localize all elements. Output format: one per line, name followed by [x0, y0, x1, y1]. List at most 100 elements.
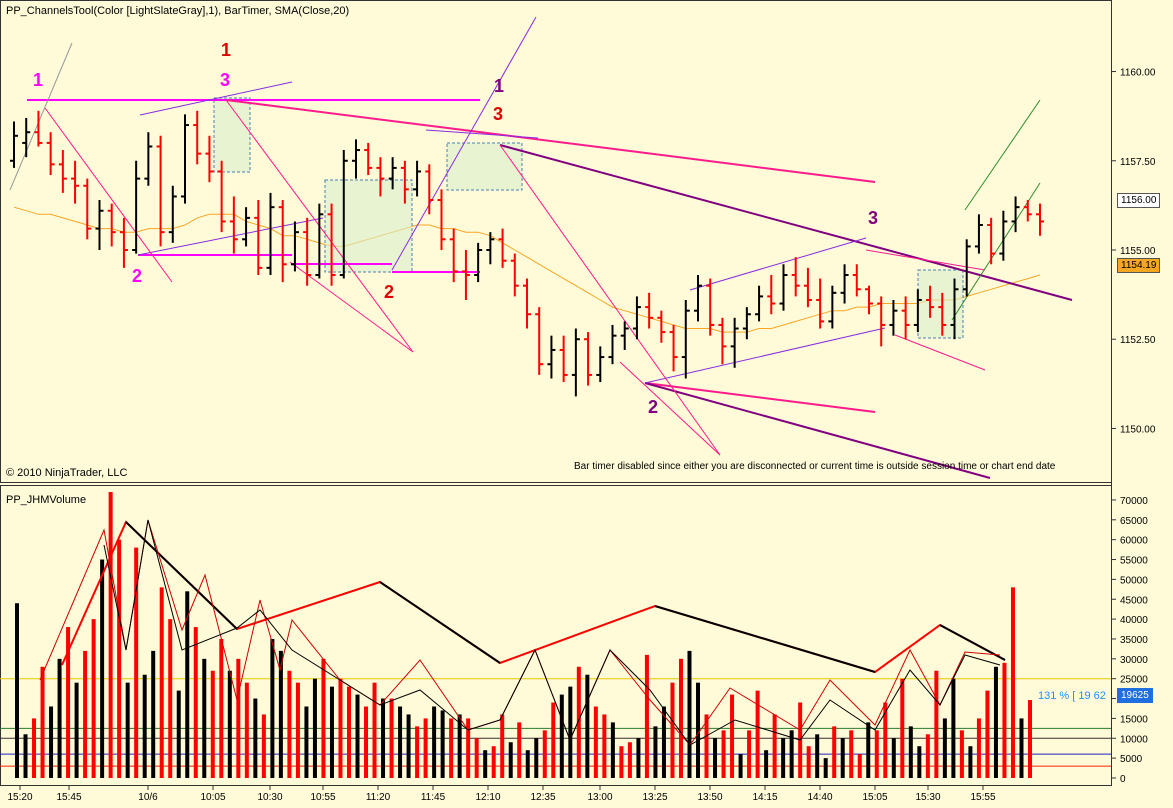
- volume-bar: [83, 650, 88, 778]
- volume-bar: [678, 658, 683, 778]
- volume-bar: [883, 702, 888, 778]
- wave-label: 2: [384, 282, 395, 302]
- volume-bar: [525, 750, 530, 778]
- volume-tick-label: 50000: [1120, 575, 1148, 586]
- downtrend-line-purple: [499, 144, 1073, 301]
- channel-line-f: [689, 237, 867, 291]
- volume-tick-label: 70000: [1120, 496, 1148, 507]
- wave-label: 3: [868, 208, 879, 228]
- wave-label: 3: [493, 104, 504, 124]
- price-panel-title: PP_ChannelsTool(Color [LightSlateGray],1…: [6, 5, 350, 17]
- volume-zigzag-black-1: [125, 521, 238, 630]
- volume-bar: [517, 722, 522, 778]
- volume-bar: [278, 650, 283, 778]
- wave-label: 1: [494, 76, 505, 96]
- channel-line-e: [644, 327, 886, 384]
- time-tick-label: 13:50: [697, 792, 722, 803]
- volume-bar: [100, 559, 105, 778]
- volume-bar: [738, 754, 743, 778]
- copyright-text: © 2010 NinjaTrader, LLC: [6, 467, 128, 479]
- volume-bar: [15, 603, 19, 778]
- volume-bar: [1028, 700, 1032, 778]
- volume-bar: [644, 654, 649, 778]
- wave-label: 1: [33, 70, 44, 90]
- fan-line-d: [499, 144, 721, 456]
- volume-tick-label: 35000: [1120, 635, 1148, 646]
- volume-bar: [312, 678, 317, 778]
- volume-bar: [891, 738, 896, 778]
- consolidation-box: [213, 97, 251, 173]
- volume-bar: [117, 539, 122, 778]
- sma-price-tag: 1154.19: [1117, 258, 1161, 273]
- time-tick-label: 15:05: [862, 792, 887, 803]
- volume-bar: [721, 730, 726, 778]
- volume-bar: [917, 746, 922, 778]
- channel-line-b: [139, 81, 293, 116]
- volume-bar: [389, 698, 394, 778]
- volume-bar: [449, 718, 454, 778]
- volume-bar: [406, 714, 411, 778]
- volume-bar: [568, 686, 573, 778]
- time-tick-label: 10:05: [200, 792, 225, 803]
- volume-bar: [176, 690, 181, 778]
- volume-bar: [355, 694, 360, 778]
- volume-bar: [483, 750, 488, 778]
- volume-bar: [942, 718, 947, 778]
- volume-bar: [593, 706, 598, 778]
- volume-bar: [832, 726, 837, 778]
- time-tick-label: 15:30: [915, 792, 940, 803]
- volume-tick-label: 65000: [1120, 516, 1148, 527]
- volume-bar: [951, 678, 956, 778]
- volume-bar: [959, 730, 964, 778]
- fan-line-f: [865, 249, 986, 271]
- volume-bar: [993, 666, 998, 778]
- volume-zigzag-black-2: [379, 581, 501, 664]
- volume-bar: [321, 658, 326, 778]
- volume-bar: [653, 726, 658, 778]
- volume-bar: [670, 682, 675, 778]
- time-tick-label: 10/6: [138, 792, 158, 803]
- volume-bar: [534, 738, 539, 778]
- fan-line-g: [894, 334, 986, 371]
- volume-bar: [270, 638, 275, 778]
- fan-line-a: [44, 107, 173, 283]
- volume-bar: [619, 746, 624, 778]
- volume-bar: [755, 690, 760, 778]
- volume-bar: [151, 650, 156, 778]
- consolidation-box: [324, 179, 413, 273]
- volume-bar: [236, 658, 241, 778]
- fan-line-e: [619, 361, 721, 456]
- volume-bar: [866, 722, 871, 778]
- volume-bar: [781, 738, 786, 778]
- volume-bar: [687, 650, 692, 778]
- price-tick-label: 1160.00: [1120, 68, 1156, 79]
- volume-tick-label: 0: [1120, 774, 1126, 785]
- volume-bar: [474, 738, 479, 778]
- time-tick-label: 10:55: [310, 792, 335, 803]
- volume-bar: [244, 682, 249, 778]
- volume-bar: [925, 734, 930, 778]
- volume-bar: [329, 686, 334, 778]
- volume-bar: [202, 658, 207, 778]
- time-tick-label: 12:10: [475, 792, 500, 803]
- volume-bar: [730, 694, 735, 778]
- volume-bar: [338, 678, 343, 778]
- volume-oscillator-red: [39, 519, 1001, 746]
- volume-bar: [661, 706, 666, 778]
- volume-bar: [295, 682, 300, 778]
- volume-bar: [551, 702, 556, 778]
- volume-bar: [23, 734, 28, 778]
- volume-bar: [287, 670, 292, 778]
- volume-panel-title: PP_JHMVolume: [6, 494, 87, 506]
- channel-line-d: [425, 129, 539, 139]
- volume-bar: [874, 730, 879, 778]
- lower-line-purple: [644, 382, 991, 479]
- time-tick-label: 15:55: [970, 792, 995, 803]
- last-price-tag: 1156.00: [1117, 193, 1161, 208]
- volume-bar: [91, 619, 96, 778]
- time-tick-label: 11:20: [366, 792, 391, 803]
- volume-bar: [134, 547, 139, 778]
- volume-bar: [1019, 718, 1024, 778]
- volume-bar: [849, 730, 854, 778]
- volume-bar: [40, 666, 45, 778]
